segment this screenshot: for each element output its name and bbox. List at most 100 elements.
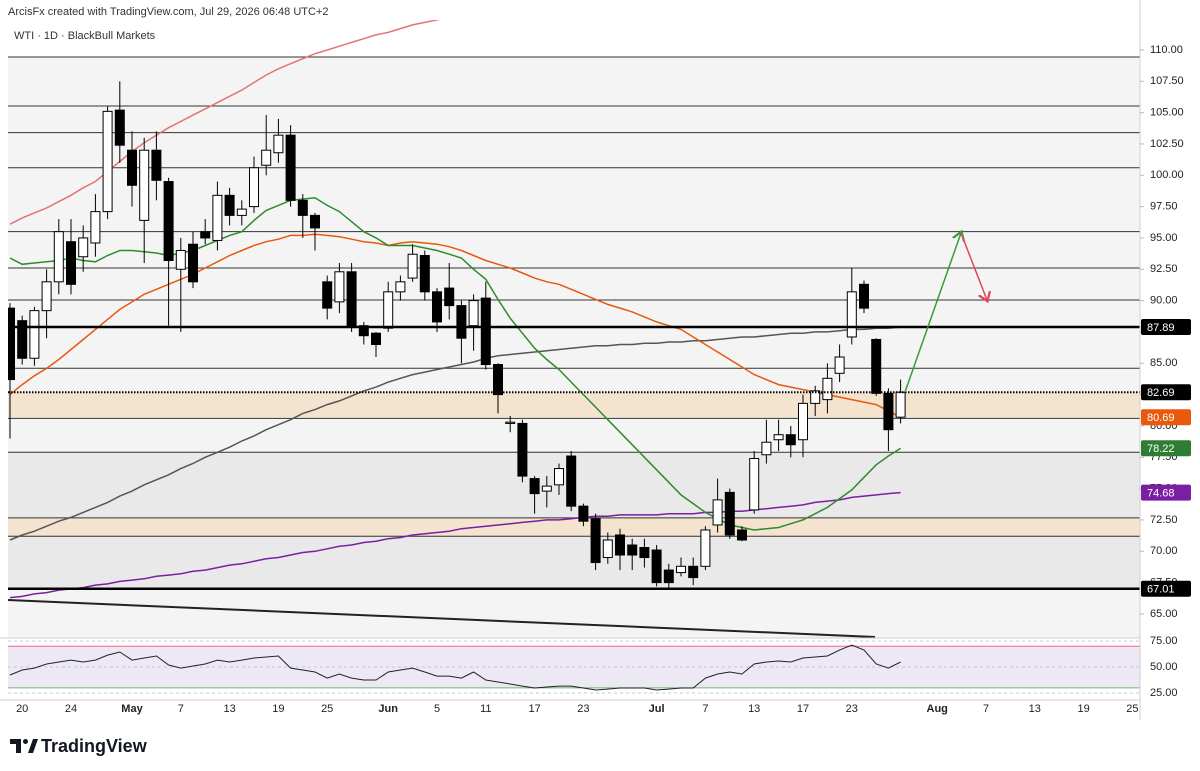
axes: 65.0067.5070.0072.5075.0077.5080.0082.50… <box>16 44 1191 715</box>
price-label: 67.01 <box>1147 584 1175 596</box>
candle-body <box>785 434 796 446</box>
candle-body <box>834 356 845 374</box>
y-tick-label: 105.00 <box>1150 107 1184 119</box>
y-tick-label: 107.50 <box>1150 75 1184 87</box>
candle-body <box>188 243 198 283</box>
x-tick-label: Aug <box>927 703 948 715</box>
x-tick-label: 19 <box>272 703 284 715</box>
y-tick-label: 102.50 <box>1150 138 1184 150</box>
candle-body <box>773 434 784 441</box>
y-tick-label: 100.00 <box>1150 169 1184 181</box>
candle-body <box>712 499 723 526</box>
x-tick-label: 13 <box>223 703 235 715</box>
candle-body <box>578 505 589 522</box>
brand-logo: TradingView <box>10 736 148 756</box>
candle-body <box>639 547 650 559</box>
x-tick-label: 11 <box>480 703 491 715</box>
price-label-box <box>1141 580 1191 597</box>
candle-body <box>505 421 516 424</box>
y-tick-label: 97.50 <box>1150 201 1178 213</box>
x-tick-label: 13 <box>1029 703 1041 715</box>
candle-body <box>615 534 625 556</box>
projection-arrow <box>960 232 987 300</box>
price-label-box <box>1141 440 1191 457</box>
candle-body <box>676 565 686 574</box>
trend-line <box>8 599 876 638</box>
candle-body <box>859 283 869 309</box>
logo-mark <box>28 739 38 753</box>
indicator-line <box>9 20 441 225</box>
credit: ArcisFx created with TradingView.com, Ju… <box>8 6 328 18</box>
candle-body <box>175 249 186 270</box>
y-tick-label: 90.00 <box>1150 295 1178 307</box>
x-tick-label: 17 <box>797 703 809 715</box>
x-tick-label: 7 <box>702 703 708 715</box>
x-tick-label: 24 <box>65 703 77 715</box>
candle-body <box>468 300 479 327</box>
candle-body <box>529 478 540 495</box>
y-tick-label: 65.00 <box>1150 608 1178 620</box>
candle-body <box>285 134 296 201</box>
candle-body <box>273 134 284 154</box>
y-tick-label: 110.00 <box>1150 44 1183 56</box>
candle-body <box>810 390 821 404</box>
candle-body <box>688 565 699 579</box>
drawings <box>8 232 987 638</box>
y-tick-label: 70.00 <box>1150 545 1178 557</box>
price-label-box <box>1141 319 1191 336</box>
candle-body <box>895 391 906 418</box>
zone <box>8 517 1140 537</box>
indicator-line <box>9 326 901 541</box>
candle-body <box>249 167 259 208</box>
x-tick-label: 5 <box>434 703 440 715</box>
candle-body <box>846 291 857 338</box>
y-tick-label: 50.00 <box>1150 661 1178 673</box>
y-tick-label: 25.00 <box>1150 687 1178 699</box>
candle-body <box>322 281 333 309</box>
projection-arrow <box>904 233 961 393</box>
candle-body <box>358 325 369 337</box>
rsi-pane <box>8 640 1140 694</box>
candle-body <box>456 305 467 339</box>
x-tick-label: 23 <box>577 703 589 715</box>
symbol-title: WTI · 1D · BlackBull Markets <box>14 30 156 42</box>
indicator-line <box>9 197 902 531</box>
candle-body <box>419 254 430 293</box>
candle-body <box>493 364 503 396</box>
candle-body <box>102 110 113 213</box>
x-tick-label: 25 <box>1126 703 1138 715</box>
x-tick-label: May <box>121 703 143 715</box>
y-tick-label: 95.00 <box>1150 232 1178 244</box>
y-tick-label: 72.50 <box>1150 514 1178 526</box>
candle-body <box>139 149 150 221</box>
candle-body <box>602 539 613 559</box>
x-tick-label: Jul <box>649 703 665 715</box>
candle-body <box>590 518 601 564</box>
candle-body <box>444 287 455 307</box>
x-tick-label: Jun <box>378 703 398 715</box>
price-label: 80.69 <box>1147 412 1175 424</box>
price-pane-marks <box>8 20 1140 599</box>
candle-body <box>151 149 162 181</box>
candle-body <box>200 231 211 239</box>
candle-body <box>236 208 247 216</box>
candle-body <box>346 271 357 327</box>
candle-body <box>883 392 894 431</box>
x-tick-label: 19 <box>1077 703 1089 715</box>
price-label: 87.89 <box>1147 322 1175 334</box>
candle-body <box>627 544 638 556</box>
candle-body <box>297 199 308 216</box>
price-label-box <box>1141 409 1191 426</box>
candle-body <box>114 109 125 146</box>
price-label: 74.68 <box>1147 488 1175 500</box>
candle-body <box>66 241 76 285</box>
candle-body <box>17 320 28 359</box>
candle-body <box>761 441 772 456</box>
price-label-box <box>1141 484 1191 501</box>
indicator-line <box>9 644 901 691</box>
candle-body <box>41 281 52 312</box>
candle-body <box>432 291 442 323</box>
candle-body <box>737 529 747 541</box>
candle-body <box>700 529 711 567</box>
